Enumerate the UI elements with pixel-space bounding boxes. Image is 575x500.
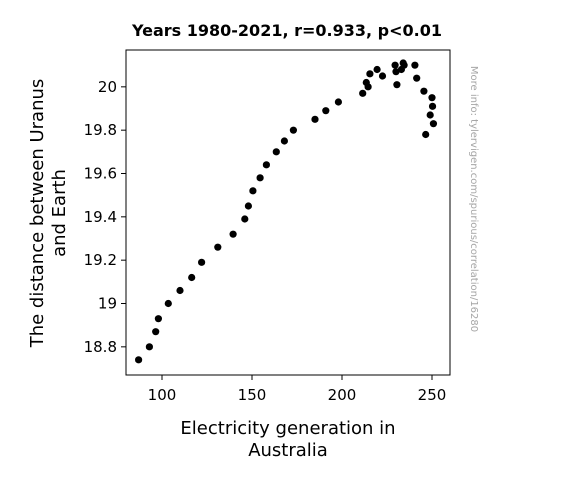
data-point: [400, 61, 408, 69]
y-tick-label: 19.6: [84, 165, 117, 183]
data-point: [241, 215, 249, 223]
data-point: [229, 230, 237, 238]
data-point: [164, 299, 172, 308]
y-tick-label: 19.2: [84, 251, 117, 269]
y-tick-label: 19.8: [84, 121, 117, 139]
x-tick-label: 250: [418, 386, 447, 404]
y-axis: 18.8 19 19.2 19.4 19.6 19.8 20: [84, 78, 126, 356]
data-point: [391, 61, 399, 69]
data-point: [420, 87, 428, 95]
data-point: [249, 187, 257, 195]
y-tick-label: 19: [98, 295, 117, 313]
x-axis-label-line-2: Australia: [248, 440, 328, 461]
data-point: [154, 315, 162, 323]
scatter-points: [135, 59, 438, 364]
data-point: [135, 356, 143, 364]
data-point: [426, 111, 434, 119]
data-point: [359, 89, 367, 97]
data-point: [311, 115, 319, 123]
data-point: [322, 107, 330, 115]
data-point: [366, 70, 374, 78]
y-tick-label: 19.4: [84, 208, 117, 226]
chart-title: Years 1980-2021, r=0.933, p<0.01: [131, 21, 442, 40]
watermark-text: More info: tylervigen.com/spurious/corre…: [468, 66, 479, 332]
x-axis-label-line-1: Electricity generation in: [180, 418, 395, 439]
x-tick-label: 150: [238, 386, 267, 404]
y-axis-label-line-2: and Earth: [49, 169, 70, 257]
x-tick-label: 200: [328, 386, 357, 404]
data-point: [152, 328, 160, 336]
plot-area-frame: [125, 49, 451, 376]
y-tick-label: 18.8: [84, 338, 117, 356]
y-tick-label: 20: [98, 78, 117, 96]
data-point: [392, 68, 400, 76]
data-point: [393, 81, 401, 89]
data-point: [145, 343, 153, 351]
x-axis: 100 150 200 250: [148, 375, 447, 404]
data-point: [378, 72, 387, 80]
data-point: [214, 243, 222, 251]
data-point: [198, 258, 206, 266]
data-point: [176, 286, 184, 295]
data-point: [413, 74, 421, 82]
data-point: [272, 148, 280, 156]
data-point: [262, 161, 270, 169]
data-point: [429, 120, 438, 128]
data-point: [244, 202, 252, 210]
data-point: [411, 61, 419, 69]
data-point: [428, 102, 437, 110]
data-point: [422, 130, 430, 139]
data-point: [334, 98, 342, 106]
data-point: [289, 126, 297, 134]
data-point: [364, 83, 372, 91]
data-point: [256, 174, 264, 182]
data-point: [280, 137, 288, 145]
data-point: [188, 273, 196, 282]
x-tick-label: 100: [148, 386, 177, 404]
data-point: [428, 94, 436, 102]
y-axis-label-line-1: The distance between Uranus: [27, 79, 48, 349]
data-point: [373, 65, 381, 74]
